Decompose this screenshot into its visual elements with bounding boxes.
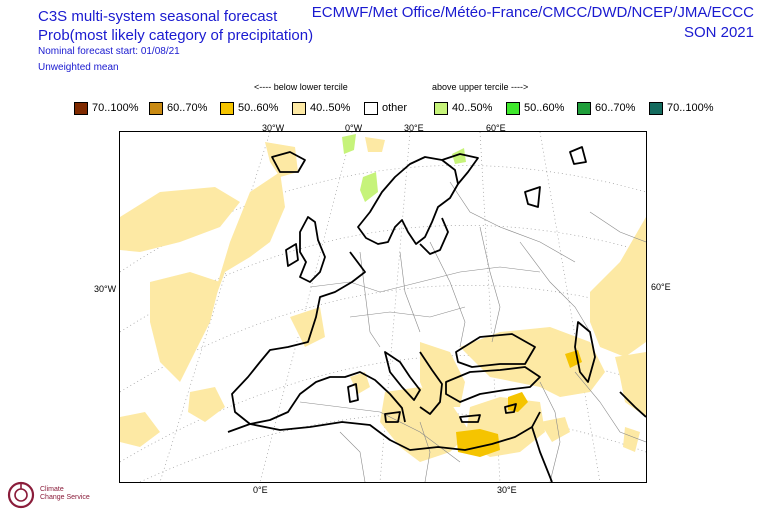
legend-swatch [434,102,448,115]
map-svg [119,131,647,483]
legend-label: 50..60% [238,102,279,114]
chart-title: C3S multi-system seasonal forecast [38,8,278,25]
lon-label-0-top: 0°W [345,123,363,133]
legend-swatch [506,102,520,115]
lon-label-60e-right: 60°E [651,282,671,292]
lon-label-30e-bottom: 30°E [497,485,517,495]
legend-swatch [577,102,591,115]
mean-note: Unweighted mean [38,62,119,73]
legend-label: 70..100% [667,102,714,114]
lon-label-30w-top: 30°W [262,123,285,133]
shading-40-50-below [120,137,646,462]
legend-swatch [364,102,378,115]
legend-label: 60..70% [167,102,208,114]
legend-swatch [292,102,306,115]
legend-swatch [74,102,88,115]
logo-text-line2: Change Service [40,494,90,501]
season-label: SON 2021 [683,24,754,41]
providers-label: ECMWF/Met Office/Météo-France/CMCC/DWD/N… [311,4,754,21]
country-borders [299,181,647,483]
logo-text-line1: Climate [40,486,64,493]
legend-label: 60..70% [595,102,636,114]
logo-mark-icon [7,481,35,509]
legend-label: 40..50% [452,102,493,114]
lon-label-0-bottom: 0°E [253,485,268,495]
coastlines [227,146,647,483]
legend-swatch [149,102,163,115]
legend-swatch [220,102,234,115]
legend-swatch [649,102,663,115]
lon-label-30w-left: 30°W [94,284,117,294]
lon-label-60e-top: 60°E [486,123,506,133]
legend-label: 50..60% [524,102,565,114]
legend-note-above: above upper tercile ----> [432,82,529,92]
lon-label-30e-top: 30°E [404,123,424,133]
forecast-map [119,131,647,483]
copernicus-logo: Climate Change Service [6,478,90,517]
legend-label: other [382,102,408,114]
forecast-start-note: Nominal forecast start: 01/08/21 [38,46,180,57]
shading-40-50-above [342,134,466,202]
chart-subtitle: Prob(most likely category of precipitati… [38,27,314,44]
legend-note-below: <---- below lower tercile [254,82,348,92]
legend-label: 70..100% [92,102,139,114]
legend-label: 40..50% [310,102,351,114]
